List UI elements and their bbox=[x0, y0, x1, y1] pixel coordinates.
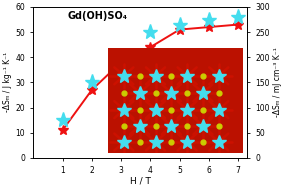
X-axis label: H / T: H / T bbox=[130, 177, 150, 186]
Text: Gd(OH)SO₄: Gd(OH)SO₄ bbox=[68, 12, 127, 22]
Y-axis label: -ΔSₘ / mJ cm⁻³ K⁻¹: -ΔSₘ / mJ cm⁻³ K⁻¹ bbox=[272, 47, 282, 117]
Y-axis label: -ΔSₘ / J kg⁻¹ K⁻¹: -ΔSₘ / J kg⁻¹ K⁻¹ bbox=[3, 52, 13, 112]
